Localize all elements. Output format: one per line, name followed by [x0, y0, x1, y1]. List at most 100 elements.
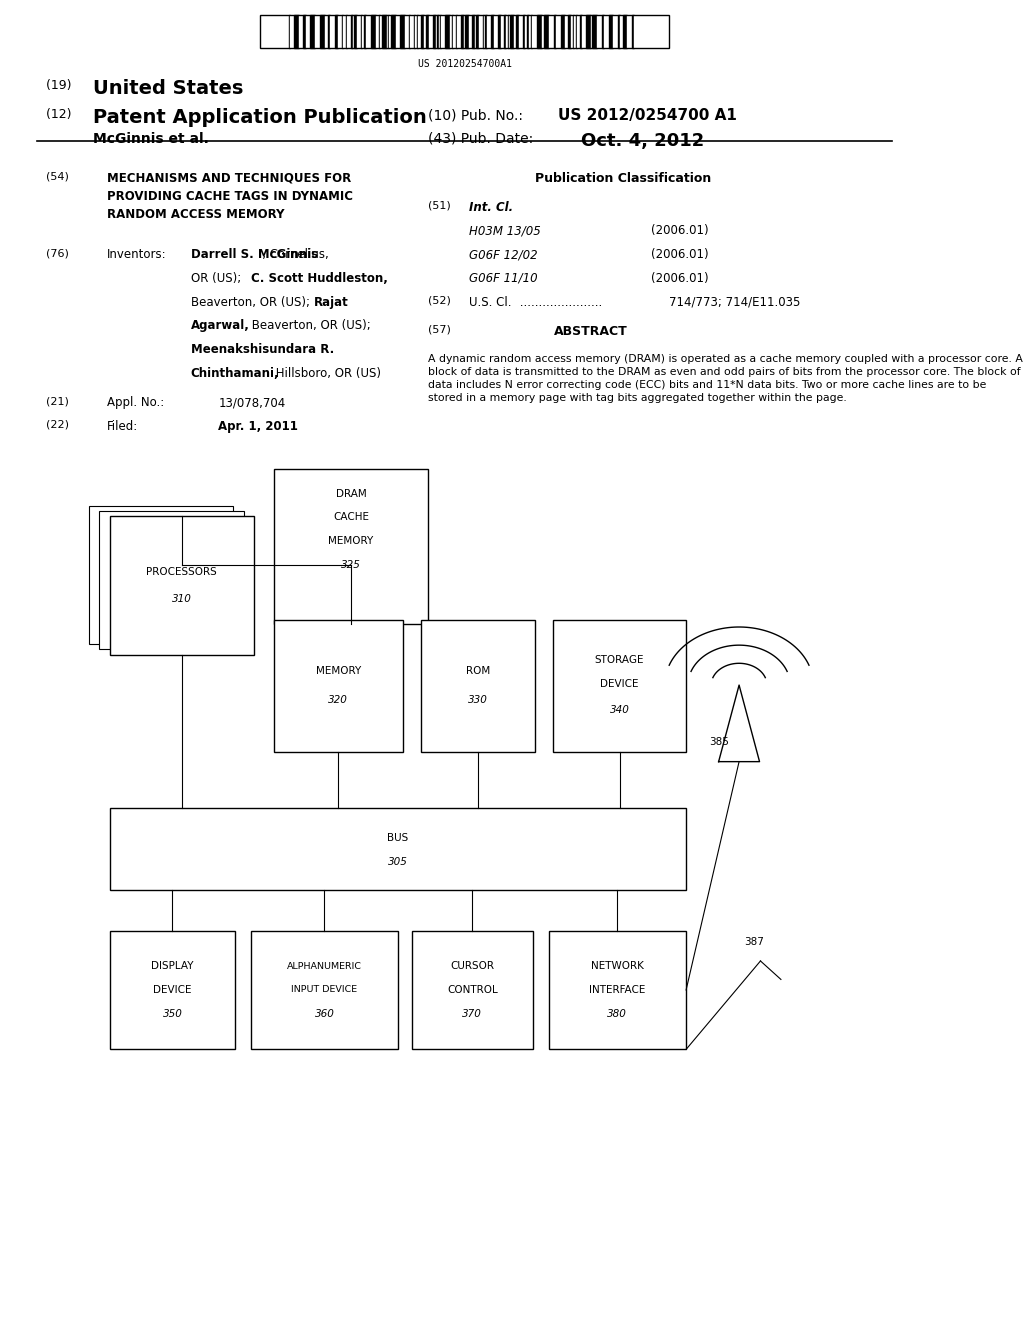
- Bar: [389, 15, 391, 48]
- Text: 305: 305: [388, 857, 408, 867]
- Text: (2006.01): (2006.01): [651, 248, 709, 261]
- Bar: [609, 15, 612, 48]
- Bar: [574, 15, 575, 48]
- Text: DRAM: DRAM: [336, 488, 367, 499]
- Bar: [110, 808, 686, 890]
- Bar: [412, 931, 532, 1049]
- Bar: [632, 15, 634, 48]
- Text: 310: 310: [172, 594, 191, 603]
- Text: DEVICE: DEVICE: [600, 678, 639, 689]
- Text: 350: 350: [163, 1008, 182, 1019]
- Bar: [519, 15, 523, 48]
- Bar: [429, 15, 433, 48]
- Bar: [366, 15, 371, 48]
- Bar: [532, 15, 537, 48]
- Bar: [99, 511, 244, 649]
- Bar: [464, 15, 465, 48]
- Text: (19): (19): [46, 79, 76, 92]
- Bar: [362, 15, 365, 48]
- Bar: [409, 15, 411, 48]
- Text: C. Scott Huddleston,: C. Scott Huddleston,: [251, 272, 388, 285]
- Text: INTERFACE: INTERFACE: [589, 985, 645, 995]
- Text: G06F 12/02: G06F 12/02: [469, 248, 538, 261]
- Bar: [561, 15, 564, 48]
- Bar: [421, 620, 535, 752]
- Bar: [404, 15, 409, 48]
- Bar: [289, 15, 290, 48]
- Text: 714/773; 714/E11.035: 714/773; 714/E11.035: [670, 296, 801, 309]
- Text: McGinnis et al.: McGinnis et al.: [93, 132, 209, 147]
- Bar: [376, 15, 379, 48]
- Bar: [530, 15, 532, 48]
- Bar: [542, 15, 544, 48]
- Bar: [472, 15, 475, 48]
- Bar: [445, 15, 450, 48]
- Bar: [299, 15, 303, 48]
- Text: (2006.01): (2006.01): [651, 272, 709, 285]
- Text: H03M 13/05: H03M 13/05: [469, 224, 542, 238]
- Text: Filed:: Filed:: [106, 420, 138, 433]
- Text: (12): (12): [46, 108, 76, 121]
- Bar: [597, 15, 602, 48]
- Text: (54): (54): [46, 172, 70, 182]
- Bar: [415, 15, 417, 48]
- Bar: [319, 15, 325, 48]
- Bar: [502, 15, 505, 48]
- Bar: [418, 15, 421, 48]
- Bar: [461, 15, 464, 48]
- Text: US 2012/0254700 A1: US 2012/0254700 A1: [558, 108, 736, 123]
- Bar: [485, 15, 486, 48]
- Bar: [509, 15, 510, 48]
- Text: 380: 380: [607, 1008, 628, 1019]
- Bar: [426, 15, 429, 48]
- Bar: [528, 15, 530, 48]
- Bar: [620, 15, 624, 48]
- Text: 300: 300: [91, 557, 112, 568]
- Bar: [361, 15, 362, 48]
- Bar: [544, 15, 549, 48]
- Text: Oct. 4, 2012: Oct. 4, 2012: [581, 132, 705, 150]
- Bar: [306, 15, 309, 48]
- Bar: [89, 506, 233, 644]
- Bar: [371, 15, 376, 48]
- Bar: [486, 15, 490, 48]
- Text: (21): (21): [46, 396, 70, 407]
- Text: MEMORY: MEMORY: [329, 536, 374, 546]
- Text: CONTROL: CONTROL: [446, 985, 498, 995]
- Text: U.S. Cl.: U.S. Cl.: [469, 296, 512, 309]
- Text: 385: 385: [710, 737, 729, 747]
- Bar: [525, 15, 527, 48]
- Bar: [379, 15, 380, 48]
- Bar: [382, 15, 387, 48]
- Bar: [570, 15, 572, 48]
- Bar: [411, 15, 414, 48]
- Text: STORAGE: STORAGE: [595, 655, 644, 665]
- Text: ABSTRACT: ABSTRACT: [553, 325, 628, 338]
- Bar: [357, 15, 361, 48]
- Bar: [437, 15, 438, 48]
- Bar: [274, 620, 402, 752]
- Text: (22): (22): [46, 420, 70, 430]
- Bar: [325, 15, 329, 48]
- Bar: [575, 15, 578, 48]
- Bar: [424, 15, 426, 48]
- Bar: [592, 15, 597, 48]
- Bar: [353, 15, 354, 48]
- Bar: [441, 15, 445, 48]
- Bar: [110, 516, 254, 655]
- Bar: [251, 931, 398, 1049]
- Bar: [581, 15, 582, 48]
- Bar: [436, 15, 437, 48]
- Text: 320: 320: [329, 694, 348, 705]
- Bar: [335, 15, 339, 48]
- Bar: [582, 15, 586, 48]
- Bar: [260, 15, 670, 48]
- Bar: [351, 15, 353, 48]
- Bar: [490, 15, 495, 48]
- Bar: [602, 15, 604, 48]
- Bar: [303, 15, 306, 48]
- Bar: [586, 15, 591, 48]
- Text: 360: 360: [314, 1008, 335, 1019]
- Bar: [479, 15, 482, 48]
- Bar: [516, 15, 519, 48]
